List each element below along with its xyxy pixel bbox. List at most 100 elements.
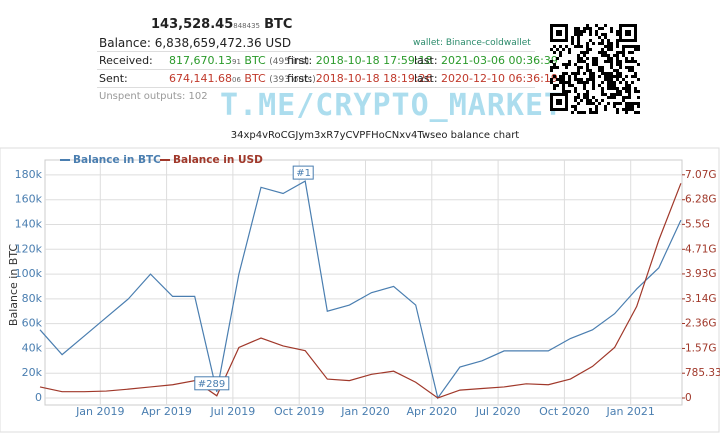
received-amount: 817,670.1391 BTC (495 ins) <box>169 54 309 67</box>
qr-module <box>586 81 589 84</box>
qr-module <box>556 48 559 51</box>
qr-module <box>634 90 637 93</box>
qr-module <box>622 45 625 48</box>
qr-module <box>601 99 604 102</box>
qr-module <box>625 45 628 48</box>
qr-module <box>628 87 631 90</box>
qr-module <box>607 96 610 99</box>
sent-first: first: 2018-10-18 18:19:26 <box>287 72 433 85</box>
qr-module <box>592 111 595 114</box>
qr-module <box>574 33 577 36</box>
qr-module <box>631 105 634 108</box>
qr-module <box>607 72 610 75</box>
qr-module <box>568 51 571 54</box>
qr-module <box>607 39 610 42</box>
qr-module <box>616 45 619 48</box>
qr-module <box>577 42 580 45</box>
qr-module <box>610 84 613 87</box>
qr-module <box>571 36 574 39</box>
qr-module <box>610 27 613 30</box>
plot-area <box>44 159 683 406</box>
qr-module <box>592 87 595 90</box>
qr-module <box>616 93 619 96</box>
qr-module <box>625 60 628 63</box>
x-tick-label: Oct 2020 <box>539 405 590 418</box>
received-last: last: 2021-03-06 00:36:39 <box>414 54 558 67</box>
qr-module <box>616 30 619 33</box>
qr-module <box>559 81 562 84</box>
qr-module <box>562 48 565 51</box>
qr-module <box>622 96 625 99</box>
qr-module <box>589 72 592 75</box>
qr-module <box>574 87 577 90</box>
qr-module <box>607 102 610 105</box>
qr-module <box>574 78 577 81</box>
qr-module <box>598 69 601 72</box>
value: 2020-12-10 06:36:19 <box>441 72 558 85</box>
qr-module <box>601 27 604 30</box>
qr-module <box>616 42 619 45</box>
x-tick-label: Jan 2021 <box>605 405 654 418</box>
value: 2021-03-06 00:36:39 <box>441 54 558 67</box>
qr-module <box>580 66 583 69</box>
qr-module <box>634 87 637 90</box>
y2-tick-label: 3.93G <box>685 268 717 280</box>
qr-module <box>580 57 583 60</box>
qr-module <box>619 60 622 63</box>
qr-module <box>607 48 610 51</box>
qr-module <box>625 111 628 114</box>
wallet-name[interactable]: wallet: Binance-coldwallet <box>413 38 531 48</box>
qr-module <box>574 30 577 33</box>
qr-module <box>601 81 604 84</box>
qr-module <box>601 51 604 54</box>
qr-module <box>607 54 610 57</box>
qr-module <box>634 48 637 51</box>
qr-module <box>562 84 565 87</box>
qr-module <box>628 69 631 72</box>
qr-module <box>610 57 613 60</box>
qr-module <box>586 90 589 93</box>
qr-module <box>586 102 589 105</box>
qr-module <box>601 69 604 72</box>
qr-module <box>565 66 568 69</box>
qr-module <box>550 78 553 81</box>
qr-module <box>589 75 592 78</box>
qr-module <box>592 75 595 78</box>
qr-module <box>580 99 583 102</box>
qr-module <box>571 84 574 87</box>
qr-module <box>592 63 595 66</box>
qr-module <box>553 51 556 54</box>
qr-module <box>610 30 613 33</box>
qr-module <box>616 57 619 60</box>
divider <box>97 51 535 52</box>
qr-module <box>586 24 589 27</box>
y2-tick-label: 3.14G <box>685 293 717 305</box>
qr-module <box>628 96 631 99</box>
qr-module <box>574 45 577 48</box>
label: first: <box>287 72 313 85</box>
qr-module <box>598 102 601 105</box>
qr-module <box>577 66 580 69</box>
qr-module <box>568 63 571 66</box>
small: 06 <box>231 76 241 84</box>
qr-module <box>631 51 634 54</box>
qr-module <box>613 69 616 72</box>
qr-module <box>619 51 622 54</box>
qr-module <box>577 30 580 33</box>
qr-module <box>589 27 592 30</box>
qr-module <box>571 72 574 75</box>
annotation-box <box>292 165 314 180</box>
qr-module <box>607 75 610 78</box>
qr-module <box>562 63 565 66</box>
y-tick-label: 160k <box>15 193 43 206</box>
qr-module <box>586 66 589 69</box>
qr-module <box>604 60 607 63</box>
divider <box>97 87 535 88</box>
series-line <box>39 183 682 399</box>
qr-module <box>589 102 592 105</box>
qr-module <box>589 33 592 36</box>
qr-module <box>595 63 598 66</box>
qr-module <box>559 78 562 81</box>
qr-module <box>616 54 619 57</box>
qr-module <box>589 69 592 72</box>
